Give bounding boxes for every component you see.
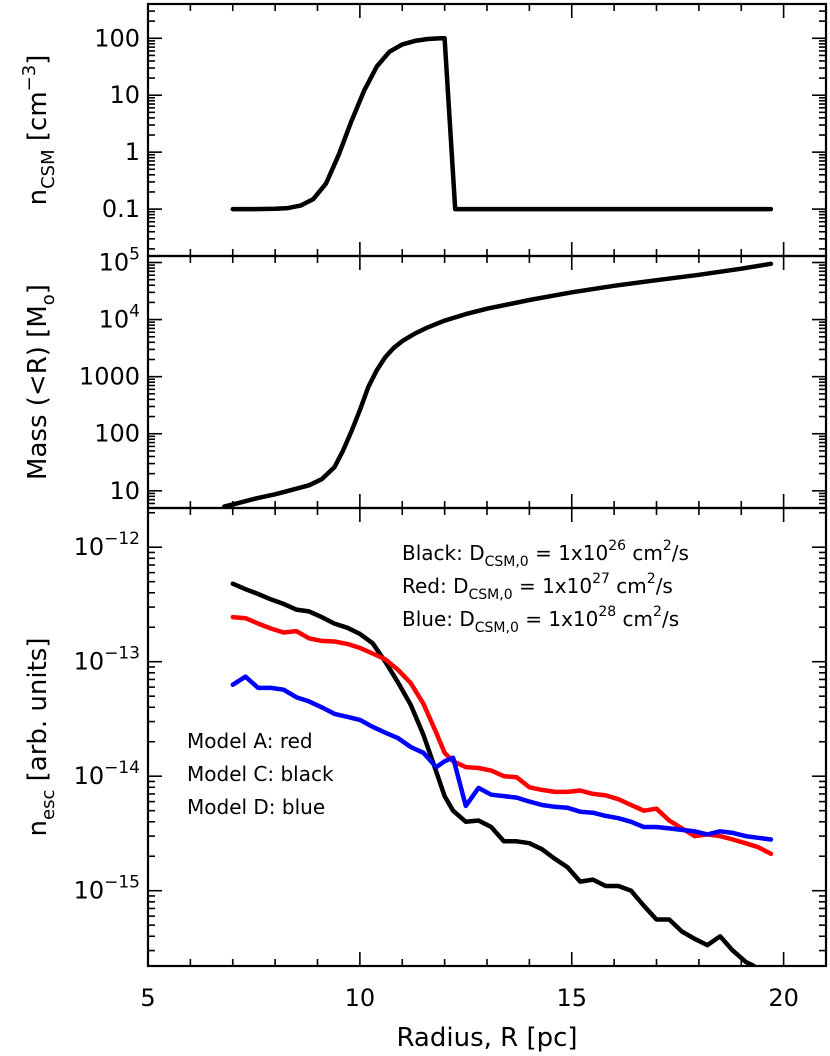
model-annotation: Model C: black (187, 762, 334, 786)
x-tick-label: 5 (140, 984, 155, 1012)
y-tick-label: 1 (125, 138, 140, 166)
shared-x-axis: 5 10 15 20 Radius, R [pc] (140, 984, 799, 1053)
plot-frame (146, 2, 828, 258)
panel-bottom-escaped: 10−15 10−14 10−13 10−12 nesc [arb. units] Bla… (23, 506, 828, 968)
series-line-2 (230, 674, 774, 842)
y-tick-label: 10 (109, 477, 140, 505)
diffusion-annotation: Black: DCSM,0 = 1x1026 cm2/s (402, 538, 689, 570)
y-tick-label: 104 (99, 302, 140, 334)
y-tick-label: 10−14 (74, 758, 140, 790)
y-tick-label: 10−12 (74, 529, 140, 561)
y-tick-label: 1000 (79, 363, 140, 391)
y-tick-label: 10 (109, 81, 140, 109)
series-line-0 (230, 581, 757, 966)
x-tick-label: 10 (345, 984, 376, 1012)
series-line-1 (230, 614, 774, 857)
y-tick-label: 100 (94, 420, 140, 448)
x-tick-label: 15 (556, 984, 587, 1012)
x-tick-label: 20 (768, 984, 799, 1012)
y-tick-label: 100 (94, 24, 140, 52)
y-axis-label: nCSM [cm−3] (19, 55, 59, 206)
y-tick-label: 10−15 (74, 873, 140, 905)
x-axis-label: Radius, R [pc] (396, 1023, 577, 1053)
y-tick-label: 0.1 (102, 195, 140, 223)
diffusion-annotation: Red: DCSM,0 = 1x1027 cm2/s (402, 571, 673, 603)
panel-top-density: 0.1 1 10 100 nCSM [cm−3] (19, 2, 828, 258)
y-tick-label: 10−13 (74, 644, 140, 676)
y-axis-label: Mass (<R) [Mo] (23, 284, 59, 480)
y-axis-label: nesc [arb. units] (23, 638, 59, 837)
panel-middle-mass: 10 100 1000 104 105 Mass (<R) [Mo] (23, 245, 828, 510)
series-line-0 (230, 36, 774, 212)
model-annotation: Model A: red (187, 729, 313, 753)
diffusion-annotation: Blue: DCSM,0 = 1x1028 cm2/s (402, 604, 679, 636)
y-tick-label: 105 (99, 245, 140, 277)
model-annotation: Model D: blue (187, 795, 325, 819)
plot-frame (146, 254, 828, 510)
series-line-0 (222, 261, 774, 508)
